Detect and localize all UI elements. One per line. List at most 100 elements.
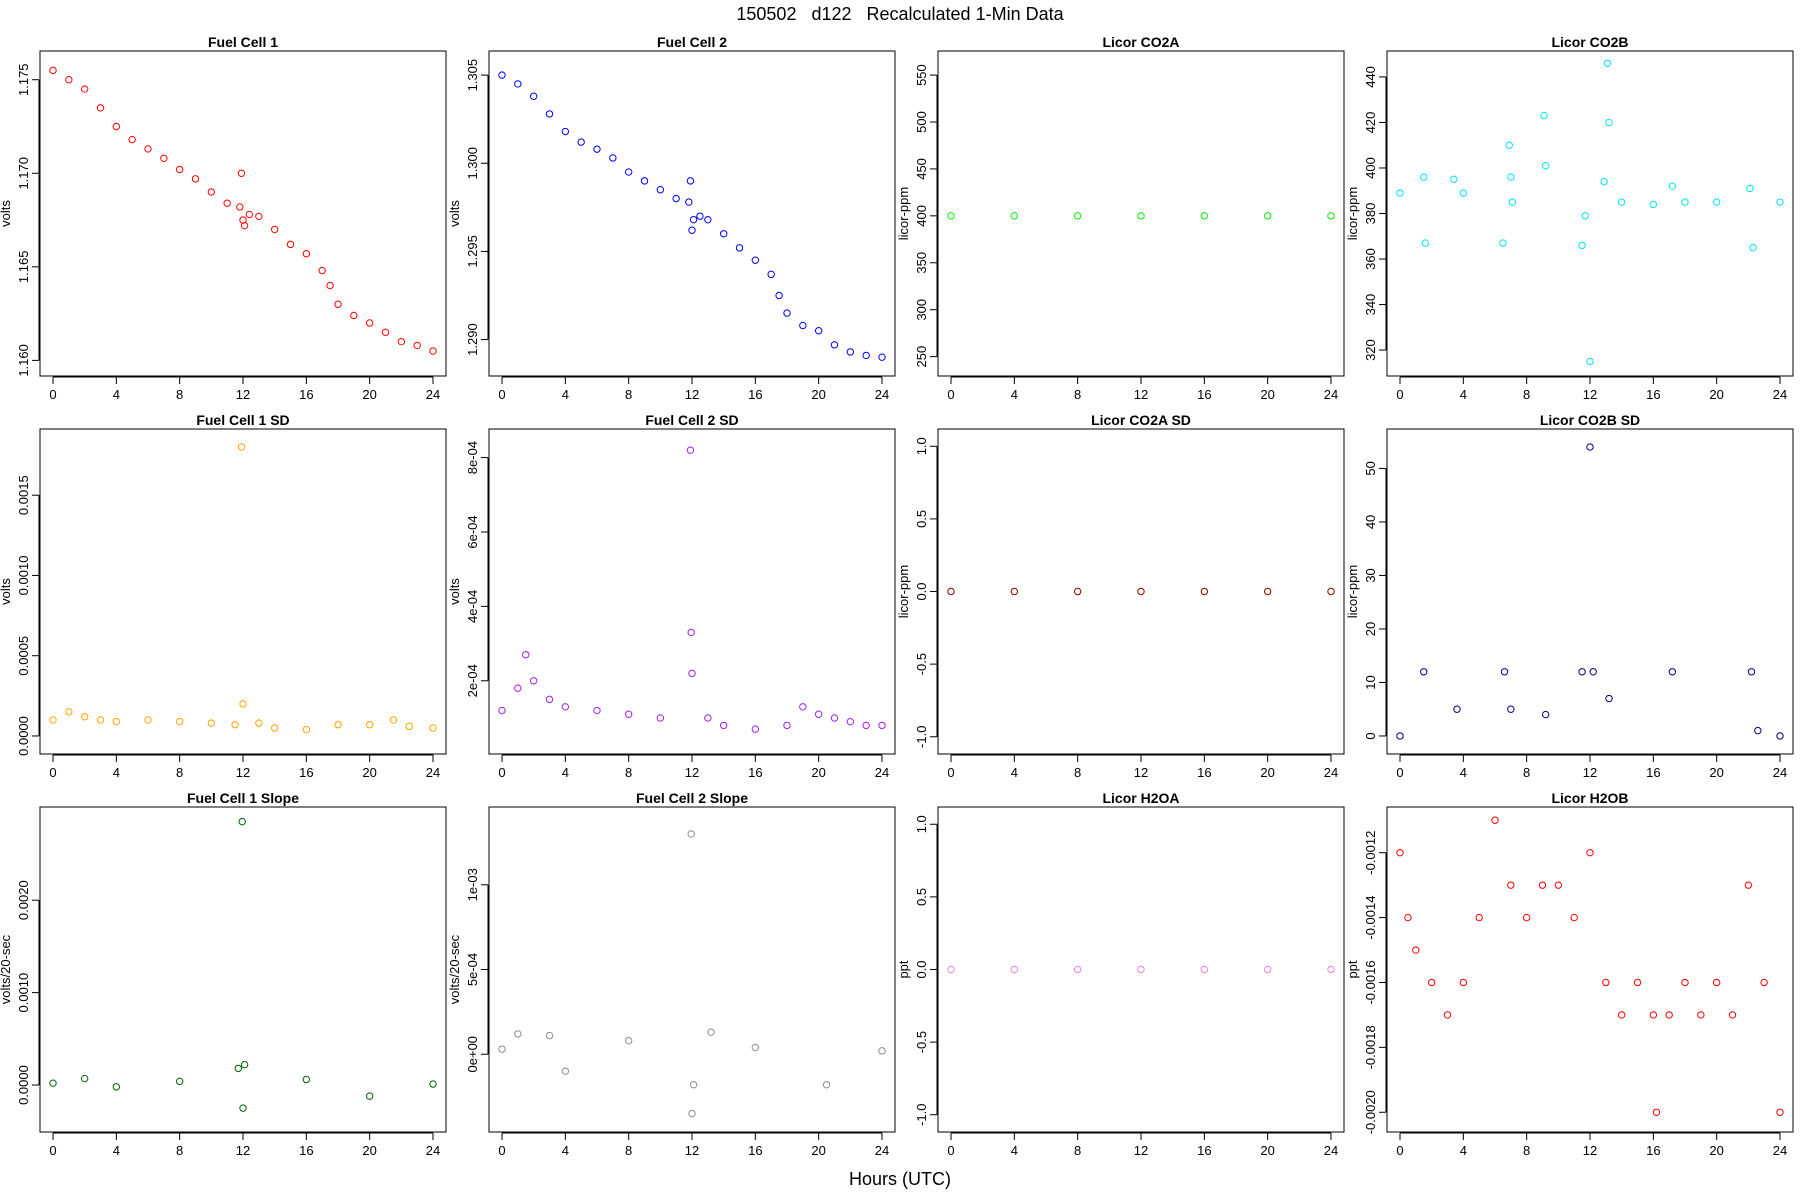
chart-12-plot-frame <box>1386 806 1794 1133</box>
chart-3-data-point <box>1073 212 1082 220</box>
chart-2-data-point <box>767 270 775 279</box>
chart-10-points <box>498 830 886 1118</box>
chart-1-data-point <box>207 188 216 196</box>
chart-5: Fuel Cell 1 SD0 4 8 12 16 20 240.00000.00050.0… <box>0 412 447 780</box>
chart-6: Fuel Cell 2 SD 0 4 8 12 16 20 24 2e-04 4e-04 6e-04… <box>447 412 896 780</box>
chart-5-y-tick-label: 0.0015 <box>16 475 31 515</box>
chart-1-data-point <box>302 250 311 258</box>
chart-2-data-point <box>696 212 704 220</box>
chart-6-data-point <box>656 714 665 722</box>
chart-6-x-tick-label: 12 <box>685 765 699 780</box>
chart-2-x-axis: 0 4 8 12 16 20 24 <box>498 376 889 402</box>
chart-8-y-tick-label: 10 <box>1363 675 1378 689</box>
chart-4-y-tick-label: 380 <box>1363 203 1378 225</box>
chart-3-data-point <box>1263 212 1272 220</box>
chart-8-data-point <box>1578 668 1586 676</box>
chart-1-data-point <box>96 104 105 112</box>
chart-10-x-tick-label: 12 <box>685 1143 699 1158</box>
chart-9-title: Fuel Cell 1 Slope <box>187 790 299 806</box>
chart-11-data-point <box>1327 965 1335 974</box>
chart-6-data-point <box>529 677 538 685</box>
chart-4-data-point <box>1541 162 1550 170</box>
chart-9-y-axis: 0.0000 0.0010 0.0020 volts/20-sec <box>0 880 40 1105</box>
chart-12-data-point <box>1570 913 1578 922</box>
chart-10-y-tick-label: 5e-04 <box>465 953 480 986</box>
chart-9-data-point <box>80 1074 89 1083</box>
chart-8-x-tick-label: 16 <box>1646 765 1660 780</box>
chart-8-x-axis: 0 4 8 12 16 20 24 <box>1396 754 1787 780</box>
chart-4-y-tick-label: 340 <box>1363 294 1378 316</box>
chart-3-y-axis-label: licor-ppm <box>896 187 911 240</box>
chart-11-x-tick-label: 4 <box>1011 1143 1018 1158</box>
chart-1-data-point <box>236 203 244 211</box>
chart-12-data-point <box>1507 881 1515 889</box>
chart-12-data-point <box>1665 1011 1673 1019</box>
chart-7-y-tick-label: 1.0 <box>914 437 929 455</box>
chart-9-x-tick-label: 8 <box>176 1143 183 1158</box>
chart-11-y-axis: -1.0 -0.5 0.0 0.5 1.0 ppt <box>896 815 938 1126</box>
chart-10-data-point <box>822 1081 831 1089</box>
chart-12-x-tick-label: 20 <box>1709 1143 1723 1158</box>
chart-9: Fuel Cell 1 Slope 0 4 8 12 16 20 24 0.0000 0.0010… <box>0 790 447 1158</box>
chart-5-x-tick-label: 16 <box>299 765 313 780</box>
chart-11-y-tick-label: 0.5 <box>914 888 929 906</box>
chart-8-data-point <box>1605 694 1613 703</box>
chart-1-points <box>49 66 437 355</box>
chart-12-data-point <box>1617 1011 1626 1019</box>
chart-8-y-tick-label: 0 <box>1363 732 1378 739</box>
chart-7-x-tick-label: 12 <box>1134 765 1148 780</box>
chart-10-y-axis-label: volts/20-sec <box>447 934 462 1004</box>
chart-11-data-point <box>947 965 955 974</box>
chart-8-x-tick-label: 8 <box>1523 765 1530 780</box>
chart-4-points <box>1396 59 1784 366</box>
chart-5-title: Fuel Cell 1 SD <box>196 412 289 428</box>
chart-6-x-tick-label: 20 <box>811 765 825 780</box>
chart-6-title: Fuel Cell 2 SD <box>645 412 738 428</box>
chart-6-data-point <box>719 721 728 730</box>
chart-4-x-tick-label: 12 <box>1583 387 1597 402</box>
chart-12-data-point <box>1697 1011 1705 1019</box>
chart-3-y-tick-label: 550 <box>914 64 929 86</box>
chart-12-y-tick-label: -0.0016 <box>1363 960 1378 1004</box>
chart-10-y-tick-label: 0e+00 <box>465 1036 480 1073</box>
chart-12-x-tick-label: 12 <box>1583 1143 1597 1158</box>
chart-7-x-tick-label: 8 <box>1074 765 1081 780</box>
chart-2-y-tick-label: 1.290 <box>465 323 480 356</box>
chart-12-points <box>1396 816 1784 1116</box>
chart-1-x-tick-label: 16 <box>299 387 313 402</box>
chart-2-y-axis: 1.290 1.295 1.300 1.305 volts <box>447 59 489 356</box>
chart-8-x-tick-label: 20 <box>1709 765 1723 780</box>
chart-9-data-point <box>240 1060 249 1069</box>
chart-7-points <box>947 587 1335 596</box>
chart-3-y-tick-label: 500 <box>914 111 929 133</box>
chart-4-data-point <box>1421 239 1430 247</box>
chart-10-data-point <box>689 1081 698 1089</box>
chart-8-data-point <box>1747 668 1756 676</box>
chart-4-data-point <box>1508 198 1517 206</box>
chart-2-data-point <box>624 168 633 176</box>
chart-4-x-tick-label: 0 <box>1396 387 1403 402</box>
chart-8-data-point <box>1420 668 1428 676</box>
chart-7-y-tick-label: 0.5 <box>914 510 929 528</box>
chart-12-y-tick-label: -0.0014 <box>1363 896 1378 940</box>
chart-4-y-tick-label: 420 <box>1363 112 1378 134</box>
chart-1-x-tick-label: 0 <box>49 387 56 402</box>
chart-3-data-point <box>1327 212 1335 220</box>
chart-6-x-axis: 0 4 8 12 16 20 24 <box>498 754 889 780</box>
chart-2-x-tick-label: 12 <box>685 387 699 402</box>
chart-6-y-axis: 2e-04 4e-04 6e-04 8e-04 volts <box>447 441 489 697</box>
chart-3-x-tick-label: 24 <box>1324 387 1338 402</box>
chart-10-x-tick-label: 0 <box>498 1143 505 1158</box>
chart-4-data-point <box>1396 189 1404 197</box>
chart-5-data-point <box>231 721 239 729</box>
chart-5-data-point <box>207 719 216 727</box>
chart-5-data-point <box>96 716 105 724</box>
chart-10-data-point <box>514 1030 522 1038</box>
chart-9-y-axis-label: volts/20-sec <box>0 934 13 1004</box>
chart-10-y-tick-label: 1e-03 <box>465 868 480 901</box>
chart-3-y-tick-label: 400 <box>914 205 929 227</box>
chart-6-x-tick-label: 24 <box>875 765 889 780</box>
chart-2-points <box>498 71 886 361</box>
chart-5-data-point <box>175 717 184 726</box>
chart-1-data-point <box>245 210 254 219</box>
